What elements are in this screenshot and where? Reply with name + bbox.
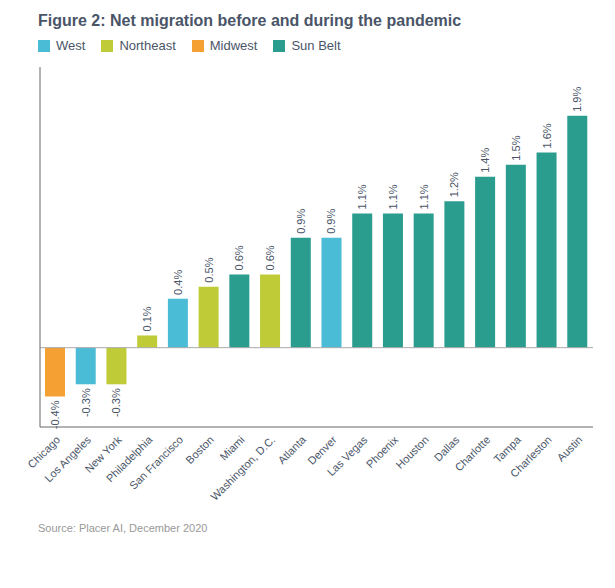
svg-text:Dallas: Dallas: [431, 433, 462, 464]
svg-text:Austin: Austin: [554, 433, 584, 463]
svg-text:-0.4%: -0.4%: [49, 400, 61, 429]
html-text:Sun Belt: Sun Belt: [291, 38, 341, 53]
svg-text:Chicago: Chicago: [25, 433, 63, 471]
svg-text:Philadelphia: Philadelphia: [103, 433, 155, 485]
svg-text:1.4%: 1.4%: [479, 148, 491, 173]
svg-text:1.1%: 1.1%: [418, 184, 430, 209]
svg-text:Tampa: Tampa: [491, 433, 524, 466]
html-text:West: West: [56, 38, 86, 53]
svg-text:Houston: Houston: [393, 433, 430, 470]
svg-text:Las Vegas: Las Vegas: [325, 433, 370, 478]
svg-text:Miami: Miami: [217, 433, 246, 462]
svg-text:0.6%: 0.6%: [233, 245, 245, 270]
html-text:Northeast: Northeast: [119, 38, 176, 53]
svg-text:0.6%: 0.6%: [264, 245, 276, 270]
svg-text:-0.3%: -0.3%: [80, 388, 92, 417]
svg-text:1.1%: 1.1%: [387, 184, 399, 209]
svg-text:Los Angeles: Los Angeles: [42, 433, 93, 484]
html-text:Figure 2: Net migration before: Figure 2: Net migration before and durin…: [38, 12, 462, 29]
svg-text:Charleston: Charleston: [508, 433, 554, 479]
html-text:Source: Placer AI, December 20: Source: Placer AI, December 2020: [38, 522, 208, 534]
svg-text:Atlanta: Atlanta: [275, 433, 308, 466]
svg-text:Denver: Denver: [305, 433, 339, 467]
svg-text:1.1%: 1.1%: [356, 184, 368, 209]
svg-text:1.2%: 1.2%: [448, 172, 460, 197]
svg-text:-0.3%: -0.3%: [110, 388, 122, 417]
svg-text:1.6%: 1.6%: [541, 123, 553, 148]
svg-text:0.9%: 0.9%: [295, 209, 307, 234]
svg-text:Boston: Boston: [183, 433, 216, 466]
svg-text:0.9%: 0.9%: [326, 209, 338, 234]
svg-text:Washington, D.C.: Washington, D.C.: [208, 433, 277, 502]
svg-text:0.5%: 0.5%: [203, 257, 215, 282]
svg-text:Phoenix: Phoenix: [363, 433, 401, 471]
html-text:Midwest: Midwest: [209, 38, 258, 53]
svg-text:0.1%: 0.1%: [141, 306, 153, 331]
svg-text:1.5%: 1.5%: [510, 135, 522, 160]
svg-text:Charlotte: Charlotte: [452, 433, 492, 473]
svg-text:New York: New York: [82, 433, 124, 475]
svg-text:San Francisco: San Francisco: [127, 433, 185, 491]
svg-text:1.9%: 1.9%: [571, 87, 583, 112]
svg-text:0.4%: 0.4%: [172, 270, 184, 295]
